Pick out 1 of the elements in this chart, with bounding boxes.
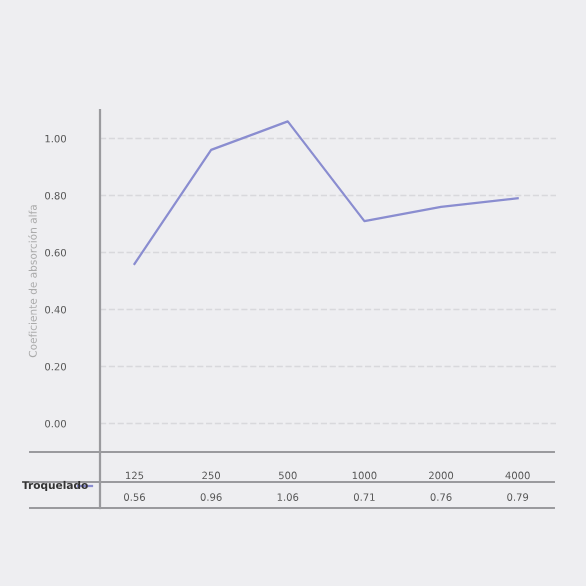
line-series — [133, 120, 519, 266]
